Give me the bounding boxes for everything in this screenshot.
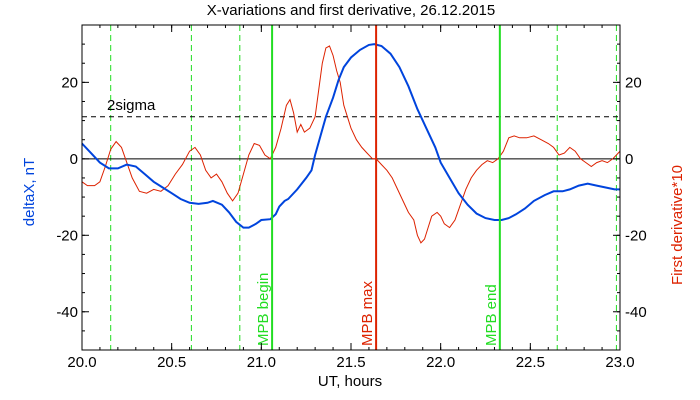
series-deltax-line: [81, 43, 620, 229]
x-tick-label: 21.0: [247, 354, 276, 371]
x-tick-label: 22.0: [426, 354, 455, 371]
y-tick-label-left: -40: [56, 304, 78, 321]
x-tick-label: 22.5: [516, 354, 545, 371]
y-tick-label-right: -20: [625, 227, 647, 244]
x-ticks: 20.0 20.5 21.0 21.5 22.0 22.5 23.0: [67, 25, 635, 371]
marker-label-mpb-max: MPB max: [359, 280, 376, 346]
vertical-markers: MPB begin MPB max MPB end: [255, 25, 501, 350]
x-tick-label: 23.0: [605, 354, 634, 371]
x-tick-label: 21.5: [336, 354, 365, 371]
y-tick-label-left: -20: [56, 227, 78, 244]
chart-title: X-variations and first derivative, 26.12…: [207, 2, 496, 19]
y-tick-label-right: 20: [625, 74, 642, 91]
series-derivative-line: [81, 45, 621, 244]
y-ticks: -40 -40 -20 -20 0 0 20 20: [56, 24, 647, 351]
x-tick-label: 20.0: [67, 354, 96, 371]
y-axis-right-label: First derivative*10: [669, 165, 686, 285]
y-tick-label-left: 0: [70, 151, 78, 168]
y-axis-left-label: deltaX, nT: [21, 158, 38, 226]
marker-label-mpb-end: MPB end: [483, 284, 500, 346]
marker-label-mpb-begin: MPB begin: [255, 273, 272, 346]
y-tick-label-right: 0: [625, 151, 633, 168]
threshold-label: 2sigma: [107, 97, 156, 114]
y-tick-label-right: -40: [625, 304, 647, 321]
x-axis-label: UT, hours: [318, 373, 382, 390]
x-tick-label: 20.5: [157, 354, 186, 371]
y-tick-label-left: 20: [61, 74, 78, 91]
